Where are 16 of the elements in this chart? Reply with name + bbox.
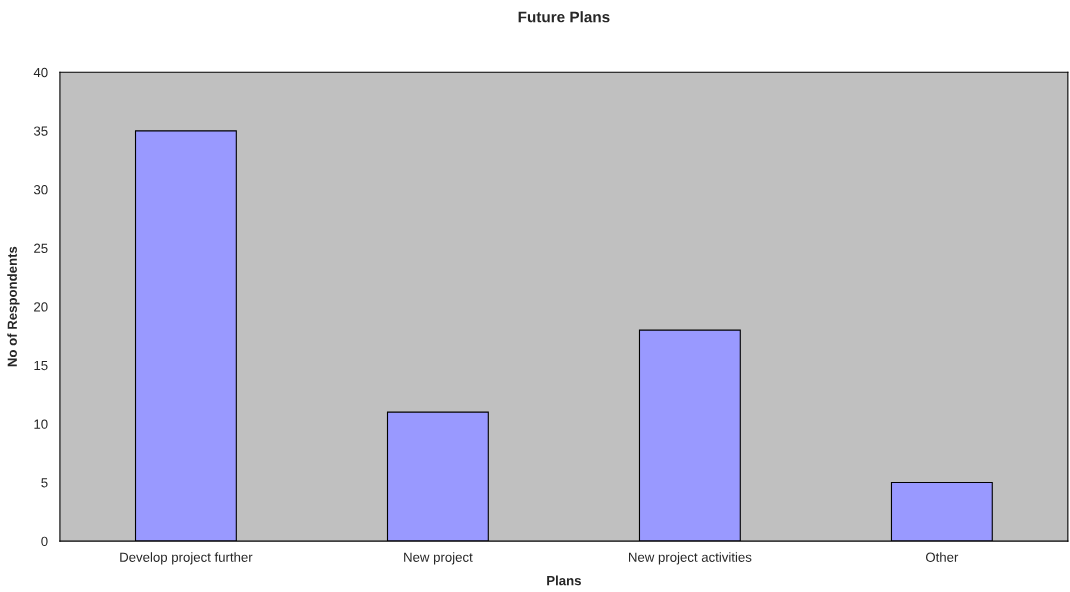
x-axis-title: Plans bbox=[547, 575, 581, 586]
x-tick-label: New project bbox=[404, 552, 473, 565]
y-tick-label: 10 bbox=[34, 419, 48, 429]
y-axis-title: No of Respondents bbox=[7, 246, 20, 367]
x-tick-label: Other bbox=[925, 552, 959, 562]
y-tick-label: 35 bbox=[33, 126, 48, 136]
y-tick-label: 25 bbox=[34, 243, 48, 253]
x-tick-label: New project activities bbox=[629, 552, 752, 565]
y-tick-label: 5 bbox=[41, 478, 48, 488]
chart-title: Future Plans bbox=[518, 11, 610, 23]
x-tick-label: Develop project further bbox=[120, 552, 253, 565]
y-tick-label: 15 bbox=[34, 360, 48, 371]
y-tick-label: 0 bbox=[41, 536, 48, 546]
y-tick-label: 20 bbox=[34, 302, 48, 312]
y-tick-label: 40 bbox=[33, 67, 48, 78]
y-tick-label: 30 bbox=[33, 185, 48, 195]
